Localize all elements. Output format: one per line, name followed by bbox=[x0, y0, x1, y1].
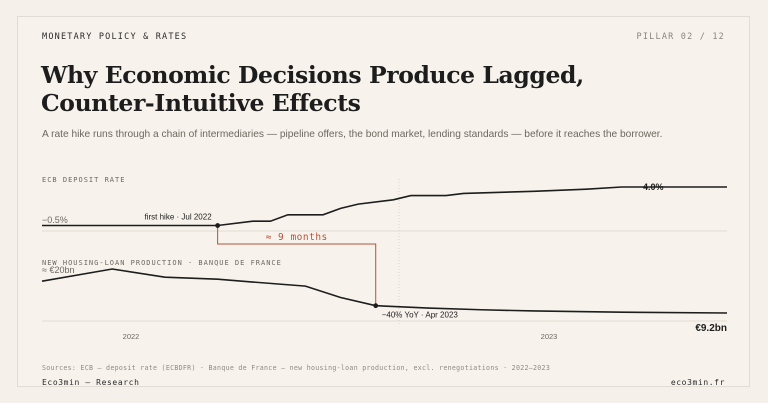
loan-series-line bbox=[41, 268, 728, 314]
lag-bracket bbox=[217, 225, 377, 306]
loan-trough-label: −40% YoY · Apr 2023 bbox=[382, 311, 459, 320]
article-card: MONETARY POLICY & RATES PILLAR 02 / 12 W… bbox=[17, 16, 750, 387]
rate-start-label: −0.5% bbox=[42, 215, 68, 225]
pillar-counter: PILLAR 02 / 12 bbox=[636, 32, 725, 42]
page-title: Why Economic Decisions Produce Lagged, C… bbox=[41, 61, 584, 117]
x-tick-2022: 2022 bbox=[123, 332, 140, 341]
lag-label: ≈ 9 months bbox=[266, 232, 328, 243]
section-eyebrow: MONETARY POLICY & RATES bbox=[42, 32, 188, 42]
loan-start-label: ≈ €20bn bbox=[42, 265, 74, 275]
page-subtitle: A rate hike runs through a chain of inte… bbox=[42, 129, 663, 140]
loan-panel-title: NEW HOUSING-LOAN PRODUCTION · BANQUE DE … bbox=[42, 259, 282, 267]
rate-end-label: 4.0% bbox=[643, 182, 664, 192]
sources-note: Sources: ECB — deposit rate (ECBDFR) · B… bbox=[42, 364, 551, 372]
brand-name: Eco3min — Research bbox=[42, 378, 140, 387]
loan-end-label: €9.2bn bbox=[695, 323, 727, 334]
first-hike-point bbox=[215, 223, 221, 228]
loan-trough-point bbox=[373, 303, 379, 309]
site-link[interactable]: eco3min.fr bbox=[670, 378, 725, 387]
x-tick-2023: 2023 bbox=[541, 332, 558, 341]
rate-series-line bbox=[42, 186, 727, 227]
first-hike-label: first hike · Jul 2022 bbox=[145, 213, 213, 222]
rate-panel-title: ECB DEPOSIT RATE bbox=[42, 176, 125, 184]
lag-chart: ECB DEPOSIT RATE NEW HOUSING-LOAN PRODUC… bbox=[41, 176, 728, 341]
